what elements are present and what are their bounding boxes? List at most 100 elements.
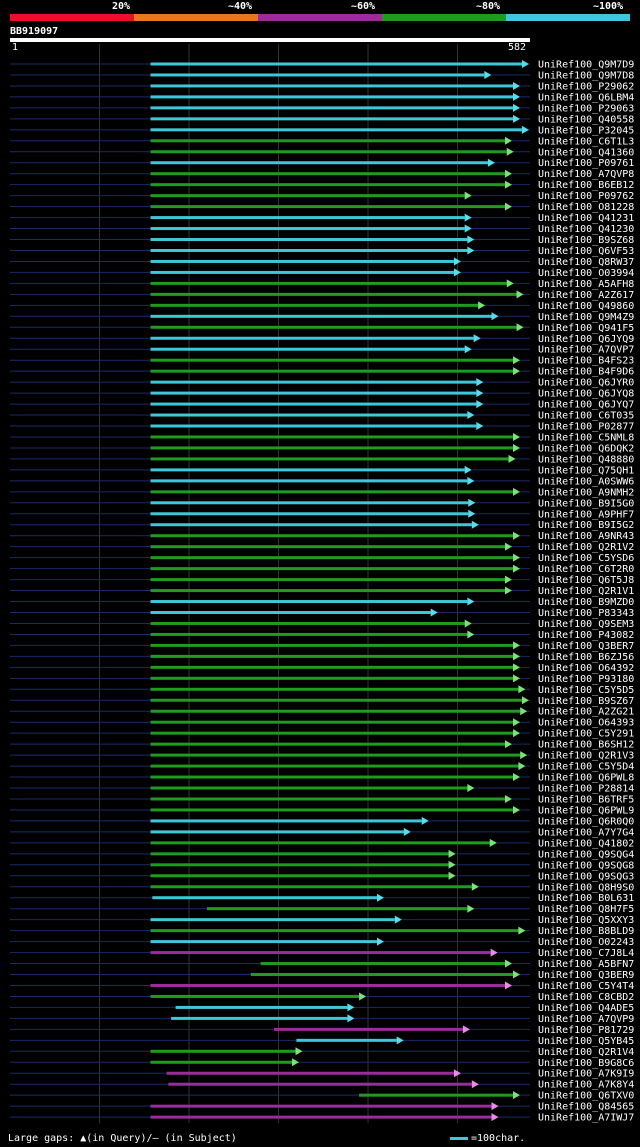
hit-bar: [166, 1071, 454, 1075]
hit-bar: [150, 194, 465, 198]
hit-label: UniRef100_Q48880: [538, 454, 634, 465]
hit-bar: [150, 841, 490, 845]
hit-bar: [150, 731, 513, 735]
hit-bar: [150, 424, 477, 428]
hit-arrowhead: [512, 773, 520, 782]
hit-bar: [150, 819, 422, 823]
legend-label-80: ~80%: [476, 1, 501, 12]
hit-label: UniRef100_B4F9D6: [538, 367, 634, 378]
hit-bar: [150, 753, 521, 757]
hit-label: UniRef100_P81729: [538, 1025, 634, 1036]
hit-label: UniRef100_A9NR43: [538, 531, 634, 542]
hit-bar: [274, 1027, 463, 1031]
hit-arrowhead: [518, 762, 526, 771]
hit-arrowhead: [512, 641, 520, 650]
hit-label: UniRef100_B9MZD0: [538, 597, 634, 608]
hit-label: UniRef100_Q4ADE5: [538, 1003, 634, 1014]
hit-arrowhead: [467, 630, 475, 639]
hit-arrowhead: [490, 948, 498, 957]
hit-arrowhead: [504, 586, 512, 595]
hit-label: UniRef100_O02243: [538, 937, 634, 948]
hit-arrowhead: [521, 696, 529, 705]
hit-arrowhead: [347, 1014, 355, 1023]
hit-arrowhead: [471, 520, 479, 529]
hit-arrowhead: [516, 290, 524, 299]
hit-label: UniRef100_A7Y7G4: [538, 827, 634, 838]
hit-bar: [150, 600, 468, 604]
hit-label: UniRef100_Q41360: [538, 147, 634, 158]
hit-arrowhead: [512, 674, 520, 683]
hit-arrowhead: [476, 422, 484, 431]
hit-label: UniRef100_C8CBD2: [538, 992, 634, 1003]
hit-bar: [150, 1049, 296, 1053]
hit-bar: [150, 172, 505, 176]
hit-bar: [150, 490, 513, 494]
hit-label: UniRef100_C5Y5D4: [538, 762, 634, 773]
hit-arrowhead: [487, 158, 495, 167]
hit-arrowhead: [484, 70, 492, 79]
hit-bar: [150, 852, 449, 856]
hit-label: UniRef100_Q2R1V2: [538, 542, 634, 553]
hit-label: UniRef100_Q6JYQ7: [538, 400, 634, 411]
hit-label: UniRef100_A7K8Y4: [538, 1080, 634, 1091]
hit-arrowhead: [491, 312, 499, 321]
large-gaps-note: Large gaps: ▲(in Query)/– (in Subject): [8, 1133, 237, 1144]
hit-label: UniRef100_P09761: [538, 158, 634, 169]
hit-bar: [150, 413, 468, 417]
hit-label: UniRef100_Q3BER7: [538, 641, 634, 652]
hit-label: UniRef100_Q8RW37: [538, 257, 634, 268]
scale-label: =100char.: [471, 1133, 526, 1144]
hit-arrowhead: [512, 663, 520, 672]
hit-bar: [150, 994, 360, 998]
hit-arrowhead: [467, 235, 475, 244]
hit-label: UniRef100_Q941F5: [538, 323, 634, 334]
hit-bar: [150, 314, 492, 318]
hit-label: UniRef100_Q49860: [538, 301, 634, 312]
hit-arrowhead: [376, 893, 384, 902]
hit-bar: [150, 303, 479, 307]
hit-label: UniRef100_B6TRF5: [538, 794, 634, 805]
hit-bar: [150, 139, 505, 143]
hit-arrowhead: [467, 411, 475, 420]
hit-bar: [150, 161, 488, 165]
hit-label: UniRef100_O64393: [538, 718, 634, 729]
hit-bar: [150, 1115, 492, 1119]
hit-arrowhead: [508, 454, 516, 463]
hit-bar: [150, 863, 449, 867]
hit-arrowhead: [504, 959, 512, 968]
hit-arrowhead: [448, 849, 456, 858]
hit-bar: [150, 259, 454, 263]
hit-bar: [150, 578, 505, 582]
hit-arrowhead: [403, 827, 411, 836]
hit-label: UniRef100_O03994: [538, 268, 634, 279]
hit-bar: [150, 468, 465, 472]
hit-label: UniRef100_C6T2R0: [538, 564, 634, 575]
hit-label: UniRef100_B9SZ68: [538, 235, 634, 246]
hit-label: UniRef100_Q5YB45: [538, 1036, 634, 1047]
hit-bar: [150, 402, 477, 406]
hit-label: UniRef100_Q6PWL8: [538, 773, 634, 784]
hit-label: UniRef100_Q8H9S0: [538, 882, 634, 893]
hit-bar: [150, 457, 509, 461]
hit-label: UniRef100_Q40558: [538, 114, 634, 125]
hit-arrowhead: [359, 992, 367, 1001]
hit-label: UniRef100_A2ZG21: [538, 707, 634, 718]
hit-bar: [150, 325, 517, 329]
hit-bar: [296, 1038, 397, 1042]
hit-arrowhead: [520, 707, 528, 716]
hit-label: UniRef100_O81228: [538, 202, 634, 213]
hit-label: UniRef100_P29063: [538, 103, 634, 114]
hit-bar: [150, 698, 522, 702]
scale-note: =100char.: [450, 1133, 525, 1144]
hit-bar: [150, 983, 505, 987]
hit-arrowhead: [464, 619, 472, 628]
hit-label: UniRef100_B9I5G0: [538, 498, 634, 509]
hit-label: UniRef100_Q6T5J8: [538, 575, 634, 586]
hit-label: UniRef100_B4FS23: [538, 356, 634, 367]
hit-bar: [150, 611, 431, 614]
hit-bar: [150, 435, 513, 439]
query-end-label: 582: [508, 42, 527, 53]
hit-bar: [150, 183, 505, 187]
hit-arrowhead: [504, 136, 512, 145]
hit-arrowhead: [516, 323, 524, 332]
